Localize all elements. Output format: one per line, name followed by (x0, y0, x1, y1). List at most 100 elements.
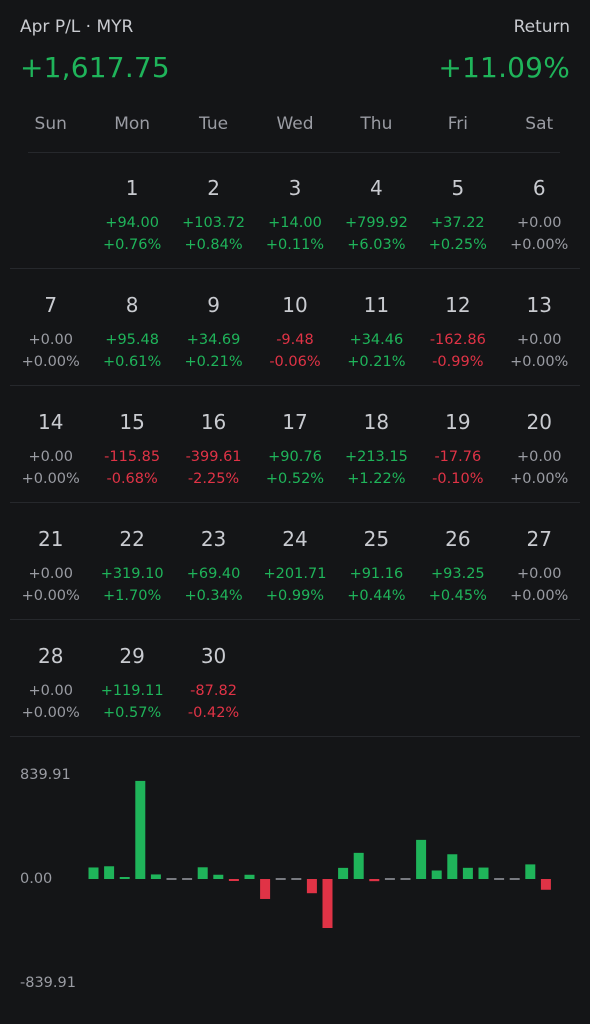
chart-bar-day-2[interactable] (104, 866, 115, 879)
day-return-pct: +0.44% (347, 588, 406, 604)
day-return-pct: +0.00% (510, 354, 569, 370)
day-return-pct: +0.00% (510, 237, 569, 253)
day-return-pct: +0.00% (21, 705, 80, 721)
chart-bar-day-5[interactable] (150, 874, 161, 879)
chart-bar-day-13[interactable] (275, 878, 286, 880)
calendar-day-cell[interactable]: 24 +201.71 +0.99% (254, 503, 335, 619)
day-number: 8 (125, 293, 139, 317)
chart-bar-day-21[interactable] (400, 878, 411, 880)
calendar-day-cell[interactable]: 9 +34.69 +0.21% (173, 269, 254, 385)
chart-bar-day-3[interactable] (119, 877, 130, 879)
calendar-day-cell[interactable]: 21 +0.00 +0.00% (10, 503, 91, 619)
calendar-day-cell[interactable]: 7 +0.00 +0.00% (10, 269, 91, 385)
day-number: 10 (282, 293, 308, 317)
return-summary: Return +11.09% (438, 14, 570, 88)
calendar-day-cell[interactable]: 15 -115.85 -0.68% (91, 386, 172, 502)
calendar-day-cell[interactable]: 30 -87.82 -0.42% (173, 620, 254, 736)
chart-bar-day-17[interactable] (338, 867, 349, 879)
calendar-day-cell[interactable]: 2 +103.72 +0.84% (173, 152, 254, 268)
chart-bar-day-10[interactable] (228, 879, 239, 881)
day-pl-value: +0.00 (28, 683, 73, 699)
day-number: 9 (207, 293, 220, 317)
pl-header: Apr P/L · MYR +1,617.75 Return +11.09% (20, 14, 570, 94)
calendar-day-cell[interactable]: 23 +69.40 +0.34% (173, 503, 254, 619)
chart-bar-day-18[interactable] (353, 852, 364, 879)
day-pl-value: +37.22 (430, 215, 485, 231)
day-pl-value: +0.00 (28, 566, 73, 582)
day-pl-value: +103.72 (182, 215, 245, 231)
calendar-day-cell[interactable]: 16 -399.61 -2.25% (173, 386, 254, 502)
calendar-day-cell[interactable]: 19 -17.76 -0.10% (417, 386, 498, 502)
day-number: 5 (451, 176, 465, 200)
weekday-label: Tue (199, 114, 229, 134)
day-pl-value: +93.25 (430, 566, 485, 582)
day-return-pct: +0.00% (510, 471, 569, 487)
chart-bar-day-12[interactable] (260, 879, 271, 899)
day-pl-value: +0.00 (517, 566, 562, 582)
chart-bar-day-24[interactable] (447, 854, 458, 879)
chart-bar-day-11[interactable] (244, 874, 255, 879)
calendar-day-cell[interactable]: 10 -9.48 -0.06% (254, 269, 335, 385)
chart-bar-day-8[interactable] (197, 867, 208, 879)
calendar-day-cell[interactable]: 3 +14.00 +0.11% (254, 152, 335, 268)
chart-bar-day-22[interactable] (416, 839, 427, 879)
day-return-pct: +0.34% (184, 588, 243, 604)
day-return-pct: +0.11% (265, 237, 325, 253)
day-return-pct: -0.68% (106, 471, 158, 487)
day-pl-value: -162.86 (429, 332, 486, 348)
chart-bar-day-1[interactable] (88, 867, 99, 879)
calendar-day-cell[interactable]: 5 +37.22 +0.25% (417, 152, 498, 268)
calendar-day-empty (10, 152, 91, 268)
chart-bar-day-20[interactable] (384, 878, 395, 880)
chart-bar-day-7[interactable] (182, 878, 193, 880)
day-return-pct: -0.10% (432, 471, 484, 487)
calendar-day-cell[interactable]: 6 +0.00 +0.00% (499, 152, 580, 268)
chart-bar-day-14[interactable] (291, 878, 302, 880)
calendar-day-cell[interactable]: 28 +0.00 +0.00% (10, 620, 91, 736)
day-number: 18 (363, 410, 390, 434)
chart-bar-day-28[interactable] (509, 878, 520, 880)
day-pl-value: +319.10 (100, 566, 164, 582)
day-pl-value: +14.00 (268, 215, 322, 231)
chart-bar-day-25[interactable] (462, 867, 473, 879)
calendar-day-cell[interactable]: 8 +95.48 +0.61% (91, 269, 172, 385)
day-number: 30 (200, 644, 227, 668)
divider (28, 152, 560, 153)
chart-bar-day-19[interactable] (369, 879, 380, 882)
chart-bar-day-23[interactable] (431, 870, 442, 879)
day-number: 15 (119, 410, 145, 434)
day-pl-value: +0.00 (28, 332, 73, 348)
day-pl-value: +119.11 (100, 683, 164, 699)
chart-bar-day-29[interactable] (525, 864, 536, 879)
calendar-day-cell[interactable]: 27 +0.00 +0.00% (499, 503, 580, 619)
chart-bar-day-15[interactable] (306, 879, 317, 894)
chart-bar-day-26[interactable] (478, 867, 489, 879)
day-number: 24 (282, 527, 308, 551)
calendar-day-cell[interactable]: 25 +91.16 +0.44% (336, 503, 417, 619)
calendar-day-cell[interactable]: 4 +799.92 +6.03% (336, 152, 417, 268)
day-number: 2 (207, 176, 220, 200)
chart-bar-day-4[interactable] (135, 780, 146, 879)
day-return-pct: +0.21% (347, 354, 406, 370)
calendar-day-cell[interactable]: 17 +90.76 +0.52% (254, 386, 335, 502)
calendar-day-cell[interactable]: 22 +319.10 +1.70% (91, 503, 172, 619)
calendar-day-cell[interactable]: 26 +93.25 +0.45% (417, 503, 498, 619)
calendar-day-cell[interactable]: 14 +0.00 +0.00% (10, 386, 91, 502)
calendar-day-cell[interactable]: 18 +213.15 +1.22% (336, 386, 417, 502)
chart-bar-day-27[interactable] (494, 878, 505, 880)
calendar-day-cell[interactable]: 1 +94.00 +0.76% (91, 152, 172, 268)
chart-bar-day-6[interactable] (166, 878, 177, 880)
day-return-pct: -0.42% (187, 705, 240, 721)
calendar-day-cell[interactable]: 13 +0.00 +0.00% (499, 269, 580, 385)
day-number: 28 (37, 644, 64, 668)
day-number: 11 (363, 293, 390, 317)
calendar-day-cell[interactable]: 12 -162.86 -0.99% (417, 269, 498, 385)
day-pl-value: +799.92 (344, 215, 408, 231)
day-number: 7 (44, 293, 58, 317)
chart-bar-day-30[interactable] (540, 879, 551, 890)
calendar-day-cell[interactable]: 11 +34.46 +0.21% (336, 269, 417, 385)
chart-bar-day-16[interactable] (322, 879, 333, 929)
calendar-day-cell[interactable]: 20 +0.00 +0.00% (499, 386, 580, 502)
chart-bar-day-9[interactable] (213, 874, 224, 879)
calendar-day-cell[interactable]: 29 +119.11 +0.57% (91, 620, 172, 736)
